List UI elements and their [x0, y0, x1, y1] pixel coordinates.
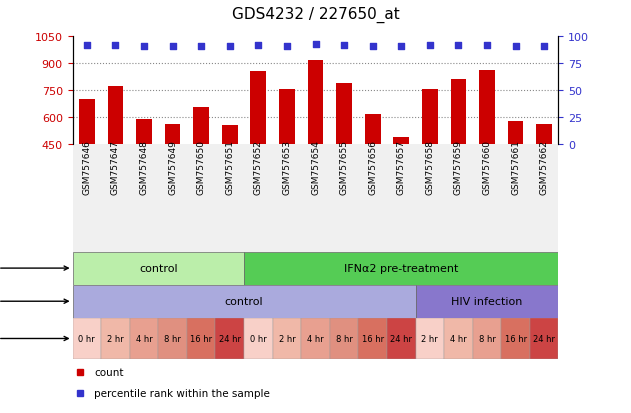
Bar: [136, 119, 152, 145]
Bar: [301, 318, 330, 359]
Point: [168, 43, 178, 50]
Point: [339, 43, 349, 49]
Bar: [387, 318, 416, 359]
Bar: [222, 126, 238, 145]
Bar: [73, 252, 244, 285]
Text: 8 hr: 8 hr: [336, 334, 353, 343]
Text: count: count: [95, 367, 124, 377]
Text: 2 hr: 2 hr: [107, 334, 124, 343]
Bar: [530, 318, 558, 359]
Point: [310, 41, 321, 48]
Text: 2 hr: 2 hr: [278, 334, 295, 343]
Bar: [79, 100, 95, 145]
Bar: [416, 318, 444, 359]
Text: 8 hr: 8 hr: [164, 334, 181, 343]
Bar: [358, 318, 387, 359]
Text: IFNα2 pre-treatment: IFNα2 pre-treatment: [344, 263, 459, 273]
Text: infection: infection: [0, 297, 68, 306]
Point: [425, 43, 435, 49]
Text: 24 hr: 24 hr: [219, 334, 241, 343]
Text: 16 hr: 16 hr: [362, 334, 384, 343]
Point: [282, 43, 292, 50]
Text: 24 hr: 24 hr: [533, 334, 555, 343]
Point: [539, 43, 549, 50]
Bar: [279, 90, 295, 145]
Bar: [130, 318, 158, 359]
Text: 16 hr: 16 hr: [190, 334, 212, 343]
Bar: [336, 84, 352, 145]
Bar: [187, 318, 215, 359]
Bar: [193, 108, 209, 145]
Point: [368, 43, 378, 50]
Point: [139, 43, 149, 50]
Point: [510, 43, 521, 50]
Point: [82, 43, 92, 49]
Point: [253, 43, 263, 49]
Text: 16 hr: 16 hr: [505, 334, 527, 343]
Point: [110, 43, 121, 49]
Text: GDS4232 / 227650_at: GDS4232 / 227650_at: [232, 7, 399, 23]
Text: 4 hr: 4 hr: [136, 334, 153, 343]
Bar: [73, 318, 101, 359]
Text: 4 hr: 4 hr: [450, 334, 467, 343]
Bar: [244, 252, 558, 285]
Bar: [501, 318, 530, 359]
Bar: [365, 115, 380, 145]
Bar: [107, 87, 123, 145]
Text: protocol: protocol: [0, 263, 68, 273]
Bar: [244, 318, 273, 359]
Bar: [473, 318, 501, 359]
Text: 0 hr: 0 hr: [250, 334, 267, 343]
Text: HIV infection: HIV infection: [451, 297, 522, 306]
Text: control: control: [225, 297, 263, 306]
Bar: [416, 285, 558, 318]
Text: 0 hr: 0 hr: [78, 334, 95, 343]
Bar: [393, 138, 409, 145]
Text: percentile rank within the sample: percentile rank within the sample: [95, 388, 270, 399]
Text: 4 hr: 4 hr: [307, 334, 324, 343]
Text: time: time: [0, 334, 68, 344]
Bar: [73, 285, 416, 318]
Bar: [479, 71, 495, 145]
Point: [196, 43, 206, 50]
Bar: [330, 318, 358, 359]
Bar: [251, 72, 266, 145]
Point: [225, 43, 235, 50]
Bar: [451, 80, 466, 145]
Text: 24 hr: 24 hr: [390, 334, 412, 343]
Bar: [536, 125, 552, 145]
Bar: [444, 318, 473, 359]
Text: 2 hr: 2 hr: [422, 334, 438, 343]
Bar: [158, 318, 187, 359]
Bar: [273, 318, 301, 359]
Point: [482, 43, 492, 49]
Bar: [165, 125, 180, 145]
Bar: [422, 90, 438, 145]
Bar: [308, 60, 323, 145]
Point: [453, 43, 463, 49]
Text: control: control: [139, 263, 177, 273]
Point: [396, 43, 406, 50]
Bar: [101, 318, 130, 359]
Bar: [508, 121, 524, 145]
Text: 8 hr: 8 hr: [478, 334, 495, 343]
Bar: [215, 318, 244, 359]
